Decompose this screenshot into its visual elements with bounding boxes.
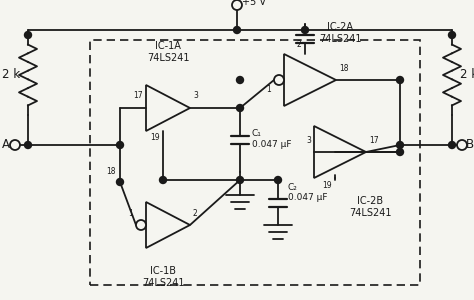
- Text: +5 V: +5 V: [242, 0, 266, 7]
- Circle shape: [301, 26, 309, 34]
- Circle shape: [448, 142, 456, 148]
- Text: 18: 18: [107, 167, 116, 176]
- Circle shape: [396, 142, 403, 148]
- Text: 1: 1: [266, 85, 271, 94]
- Text: 18: 18: [339, 64, 348, 73]
- Text: 19: 19: [322, 181, 332, 190]
- Text: A: A: [2, 139, 10, 152]
- Text: IC-1B
74LS241: IC-1B 74LS241: [142, 266, 184, 288]
- Circle shape: [457, 140, 467, 150]
- Text: 1: 1: [128, 209, 133, 218]
- Text: 3: 3: [306, 136, 311, 145]
- Text: C₂
0.047 μF: C₂ 0.047 μF: [288, 183, 328, 202]
- Circle shape: [274, 176, 282, 184]
- Circle shape: [237, 176, 244, 184]
- Text: C₁
0.047 μF: C₁ 0.047 μF: [252, 129, 292, 149]
- Circle shape: [232, 0, 242, 10]
- Circle shape: [237, 76, 244, 83]
- Circle shape: [237, 104, 244, 112]
- Circle shape: [448, 32, 456, 38]
- Text: IC-2A
74LS241: IC-2A 74LS241: [319, 22, 361, 44]
- Text: 17: 17: [369, 136, 379, 145]
- Text: IC-2B
74LS241: IC-2B 74LS241: [349, 196, 391, 218]
- Text: IC-1A
74LS241: IC-1A 74LS241: [147, 41, 189, 63]
- Circle shape: [274, 75, 284, 85]
- Circle shape: [396, 148, 403, 155]
- Text: 2 k: 2 k: [2, 68, 20, 82]
- Circle shape: [234, 26, 240, 34]
- Text: 19: 19: [150, 133, 160, 142]
- Circle shape: [10, 140, 20, 150]
- Text: 2: 2: [193, 209, 198, 218]
- Text: B: B: [466, 139, 474, 152]
- Circle shape: [136, 220, 146, 230]
- Circle shape: [117, 142, 124, 148]
- Circle shape: [25, 142, 31, 148]
- Text: 17: 17: [133, 91, 143, 100]
- Text: 2: 2: [296, 40, 301, 49]
- Circle shape: [117, 178, 124, 185]
- Circle shape: [25, 32, 31, 38]
- Text: 3: 3: [193, 91, 198, 100]
- Circle shape: [396, 76, 403, 83]
- Circle shape: [159, 176, 166, 184]
- Text: 2 k: 2 k: [460, 68, 474, 82]
